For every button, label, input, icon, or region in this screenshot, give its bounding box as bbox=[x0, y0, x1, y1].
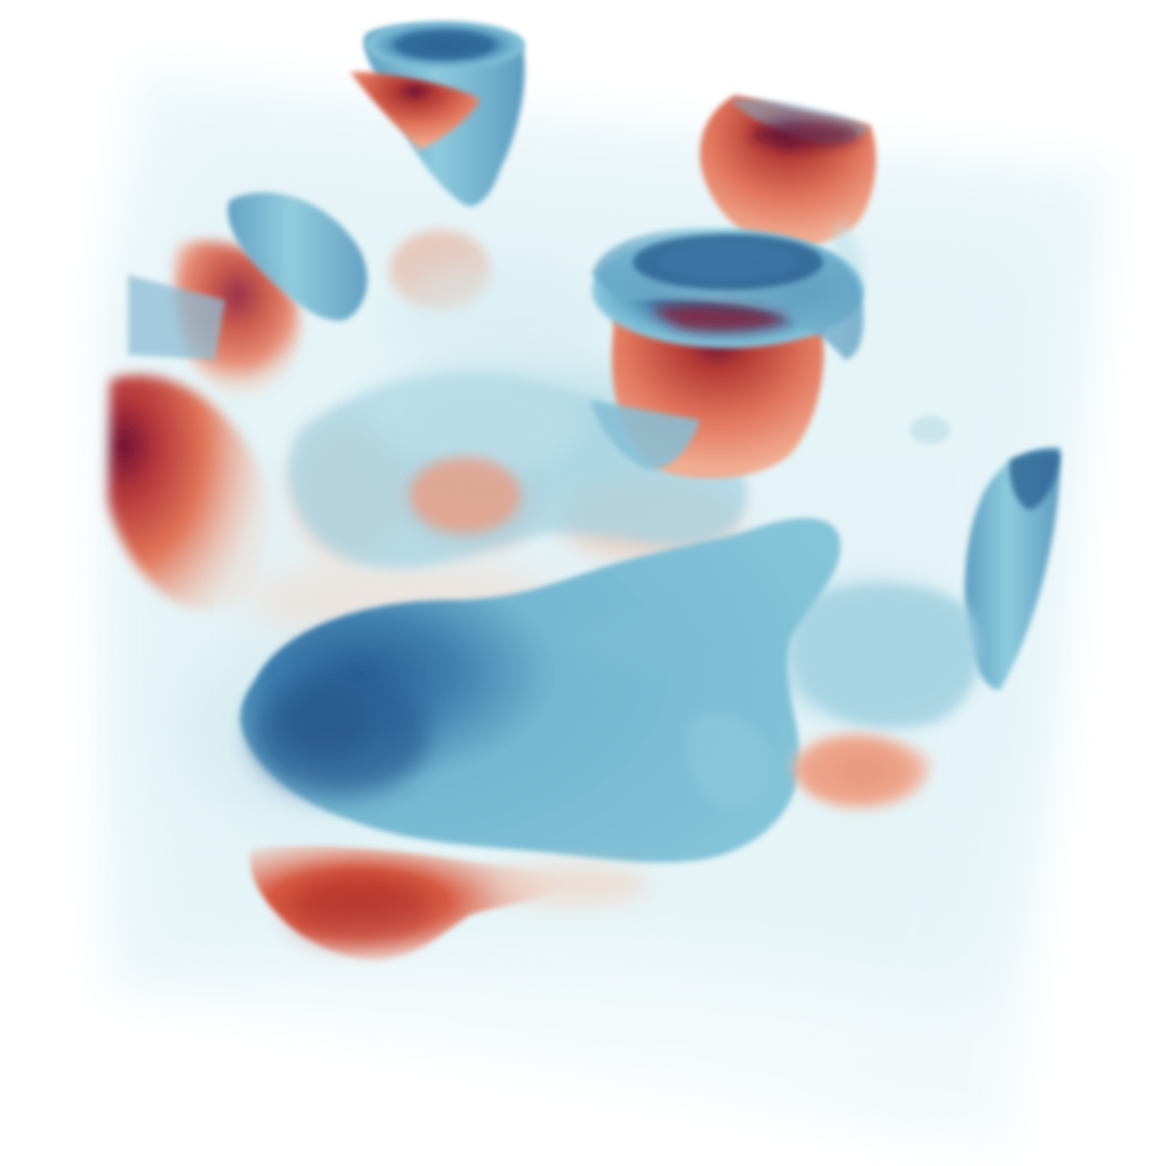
top-right-red-cup bbox=[699, 95, 876, 286]
bottom-red-blob bbox=[249, 845, 650, 960]
left-red-lobe bbox=[108, 241, 301, 612]
right-blue-cylinder bbox=[794, 447, 1061, 728]
upper-left-blue-cylinder bbox=[227, 192, 368, 321]
right-red-blob bbox=[790, 730, 935, 812]
top-left-cup bbox=[350, 21, 525, 207]
main-blue-body bbox=[240, 518, 841, 863]
volume-edge-fade bbox=[140, 950, 980, 1130]
center-ring-cup bbox=[590, 227, 864, 479]
